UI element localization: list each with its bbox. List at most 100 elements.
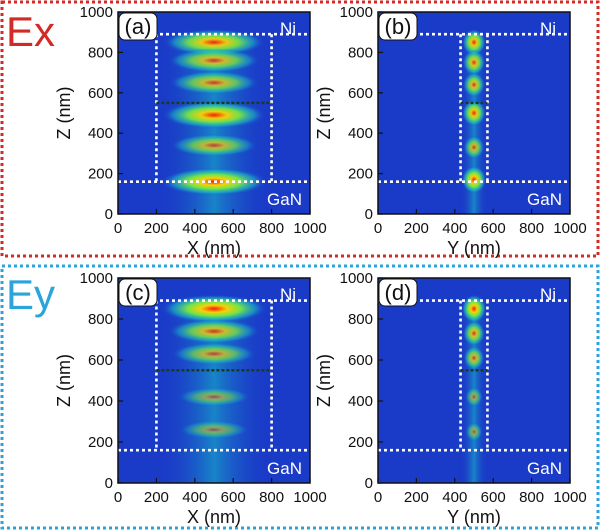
panel-label: (d)	[385, 280, 412, 305]
field-hotspot	[463, 135, 485, 160]
y-axis-label: Z (nm)	[314, 354, 334, 407]
field-hotspot	[171, 342, 257, 366]
x-axis-label: Y (nm)	[447, 507, 501, 527]
field-hotspot	[462, 72, 486, 98]
x-tick-label: 600	[221, 489, 246, 506]
y-tick-label: 600	[348, 85, 373, 102]
y-tick-label: 200	[88, 166, 113, 183]
x-tick-label: 0	[374, 489, 382, 506]
panel-a: (a) Ni GaN 00 200 200 400 400 600 600 800 800 1000 10…	[54, 4, 327, 258]
panel-label: (b)	[385, 14, 412, 39]
y-tick-label: 400	[348, 125, 373, 142]
field-hotspot	[167, 319, 261, 344]
panel-label: (a)	[125, 14, 152, 39]
y-tick-label: 600	[88, 352, 113, 369]
y-tick-label: 400	[88, 125, 113, 142]
region-label-gan: GaN	[267, 459, 302, 478]
x-tick-label: 400	[442, 220, 467, 237]
field-map-c	[156, 294, 272, 483]
field-hotspot	[161, 101, 267, 129]
field-hotspot	[178, 420, 250, 439]
plot-frame-a	[117, 11, 311, 215]
ey-group-frame	[0, 264, 600, 530]
x-tick-label: 800	[259, 489, 284, 506]
panels: (a) NiGaN00200200400400600600800800100010…	[54, 4, 587, 527]
x-tick-label: 0	[374, 220, 382, 237]
y-tick-label: 200	[348, 166, 373, 183]
x-tick-label: 800	[519, 489, 544, 506]
x-tick-label: 400	[182, 489, 207, 506]
field-hotspot	[162, 28, 266, 56]
panel-b: (b) Ni GaN 00 200 200 400 400 600 600 800 800 1000 10…	[314, 4, 587, 258]
x-axis-label: X (nm)	[187, 507, 241, 527]
ey-group-label: Ey	[6, 271, 55, 318]
field-map-a	[156, 28, 272, 214]
y-tick-label: 1000	[340, 270, 373, 287]
x-axis-label: X (nm)	[187, 238, 241, 258]
y-tick-label: 600	[348, 352, 373, 369]
panel-label: (c)	[125, 280, 151, 305]
x-tick-label: 200	[144, 489, 169, 506]
ex-group-label: Ex	[6, 8, 55, 55]
field-hotspot	[462, 320, 486, 346]
region-label-gan: GaN	[527, 459, 562, 478]
x-tick-label: 0	[114, 220, 122, 237]
plot-frame-d	[377, 277, 571, 484]
y-axis-label: Z (nm)	[54, 354, 74, 407]
x-tick-label: 400	[182, 220, 207, 237]
panel-label-box	[378, 12, 418, 41]
region-label-gan: GaN	[267, 190, 302, 209]
y-tick-label: 1000	[80, 270, 113, 287]
field-hotspot	[167, 48, 261, 73]
y-axis-label: Z (nm)	[54, 87, 74, 140]
x-tick-label: 200	[404, 489, 429, 506]
x-tick-label: 1000	[293, 220, 326, 237]
x-axis-label: Y (nm)	[447, 238, 501, 258]
y-tick-label: 800	[88, 44, 113, 61]
x-tick-label: 200	[404, 220, 429, 237]
y-tick-label: 600	[88, 85, 113, 102]
field-hotspot	[169, 70, 259, 95]
panel-label-box	[378, 278, 418, 307]
x-tick-label: 200	[144, 220, 169, 237]
y-tick-label: 800	[348, 311, 373, 328]
plot-frame-b	[377, 11, 571, 215]
region-label-gan: GaN	[527, 190, 562, 209]
y-tick-label: 0	[365, 475, 373, 492]
field-map-d	[460, 294, 488, 483]
x-tick-label: 1000	[293, 489, 326, 506]
field-hotspot	[462, 28, 486, 56]
panel-label-box	[118, 12, 158, 41]
field-hotspot	[177, 387, 251, 407]
y-tick-label: 800	[88, 311, 113, 328]
field-hotspot	[461, 165, 487, 194]
x-tick-label: 600	[481, 489, 506, 506]
panel-c: (c) Ni GaN 00 200 200 400 400 600 600 800 800 1000 10…	[54, 270, 327, 527]
y-tick-label: 200	[348, 434, 373, 451]
region-label-ni: Ni	[280, 19, 296, 38]
field-hotspot	[462, 49, 486, 76]
y-tick-label: 0	[365, 206, 373, 223]
panel-d: (d) Ni GaN 00 200 200 400 400 600 600 800 800 1000 10…	[314, 270, 587, 527]
x-tick-label: 800	[519, 220, 544, 237]
ex-group-frame	[0, 0, 600, 258]
panel-label-box	[118, 278, 158, 307]
y-tick-label: 200	[88, 434, 113, 451]
field-hotspot	[462, 99, 486, 127]
x-tick-label: 400	[442, 489, 467, 506]
field-hotspot	[170, 133, 258, 157]
x-tick-label: 800	[259, 220, 284, 237]
field-map-b	[460, 28, 488, 214]
y-tick-label: 0	[105, 475, 113, 492]
x-tick-label: 1000	[553, 489, 586, 506]
y-tick-label: 400	[88, 393, 113, 410]
x-tick-label: 1000	[553, 220, 586, 237]
field-hotspot	[463, 345, 485, 370]
y-tick-label: 1000	[80, 4, 113, 21]
y-tick-label: 1000	[340, 4, 373, 21]
x-tick-label: 600	[221, 220, 246, 237]
region-label-ni: Ni	[540, 285, 556, 304]
x-tick-label: 600	[481, 220, 506, 237]
region-label-ni: Ni	[280, 285, 296, 304]
